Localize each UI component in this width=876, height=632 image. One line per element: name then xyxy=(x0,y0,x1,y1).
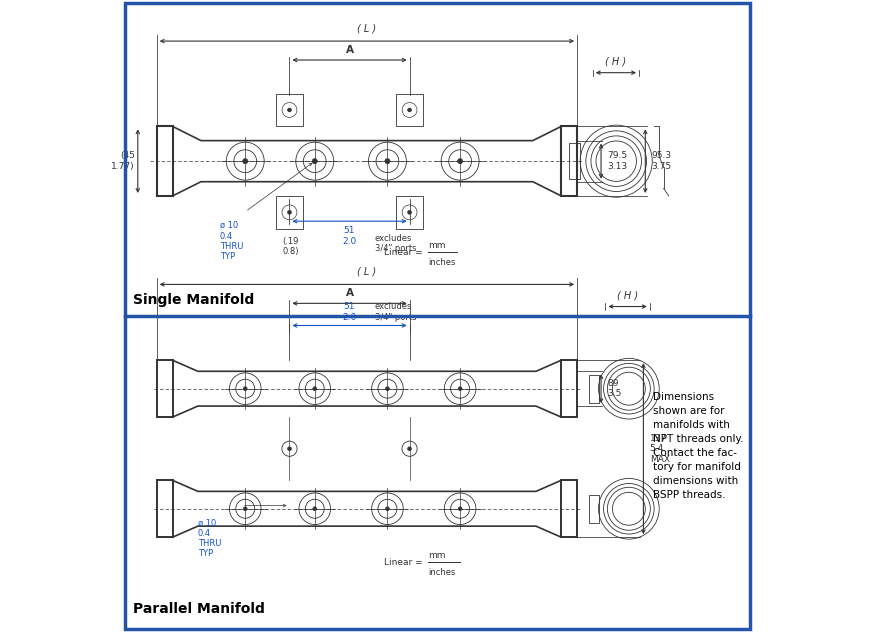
Circle shape xyxy=(385,159,390,164)
Circle shape xyxy=(458,387,462,391)
Circle shape xyxy=(313,507,316,511)
Text: 79.5
3.13: 79.5 3.13 xyxy=(607,152,627,171)
Bar xyxy=(562,360,577,417)
Bar xyxy=(562,480,577,537)
Text: inches: inches xyxy=(428,568,456,576)
Circle shape xyxy=(385,387,389,391)
Bar xyxy=(562,126,577,196)
Circle shape xyxy=(407,210,412,214)
Bar xyxy=(589,375,598,403)
Text: ø 10
0.4
THRU
TYP: ø 10 0.4 THRU TYP xyxy=(220,221,244,262)
Text: ( H ): ( H ) xyxy=(617,290,638,300)
Circle shape xyxy=(312,159,317,164)
Text: 89
3.5: 89 3.5 xyxy=(607,379,622,398)
Text: A: A xyxy=(345,45,354,55)
Text: ( H ): ( H ) xyxy=(605,56,626,66)
Bar xyxy=(157,480,173,537)
Text: Parallel Manifold: Parallel Manifold xyxy=(133,602,265,616)
Circle shape xyxy=(287,447,292,451)
Circle shape xyxy=(244,507,247,511)
Text: ø 10
0.4
THRU
TYP: ø 10 0.4 THRU TYP xyxy=(198,518,222,559)
Circle shape xyxy=(385,507,389,511)
Circle shape xyxy=(458,507,462,511)
Text: excludes
3/4" ports: excludes 3/4" ports xyxy=(375,234,416,253)
Text: ( L ): ( L ) xyxy=(357,267,377,277)
Circle shape xyxy=(244,387,247,391)
Text: (45
1.77): (45 1.77) xyxy=(111,152,135,171)
Circle shape xyxy=(313,387,316,391)
Text: 51
2.0: 51 2.0 xyxy=(343,302,357,322)
Circle shape xyxy=(287,210,292,214)
Circle shape xyxy=(457,159,463,164)
Text: excludes
3/4" ports: excludes 3/4" ports xyxy=(375,302,416,322)
Text: Linear =: Linear = xyxy=(384,248,426,257)
Bar xyxy=(157,126,173,196)
Text: 137
5.4
MAX: 137 5.4 MAX xyxy=(650,434,670,464)
Bar xyxy=(276,94,303,126)
Text: Dimensions
shown are for
manifolds with
NPT threads only.
Contact the fac-
tory : Dimensions shown are for manifolds with … xyxy=(653,392,744,500)
Bar xyxy=(276,196,303,229)
Text: mm: mm xyxy=(428,551,446,560)
Bar xyxy=(396,94,423,126)
Bar xyxy=(396,196,423,229)
Circle shape xyxy=(287,108,292,112)
Text: Linear =: Linear = xyxy=(384,558,426,567)
Circle shape xyxy=(243,159,248,164)
Text: inches: inches xyxy=(428,258,456,267)
Text: 51
2.0: 51 2.0 xyxy=(343,226,357,246)
Bar xyxy=(589,495,598,523)
Circle shape xyxy=(407,108,412,112)
Text: mm: mm xyxy=(428,241,446,250)
Text: 95.3
3.75: 95.3 3.75 xyxy=(652,152,672,171)
Bar xyxy=(157,360,173,417)
Bar xyxy=(569,143,580,179)
Circle shape xyxy=(407,447,412,451)
Text: Single Manifold: Single Manifold xyxy=(133,293,255,307)
Text: A: A xyxy=(345,288,354,298)
Text: ( L ): ( L ) xyxy=(357,23,377,33)
Text: (.19
0.8): (.19 0.8) xyxy=(282,237,299,257)
